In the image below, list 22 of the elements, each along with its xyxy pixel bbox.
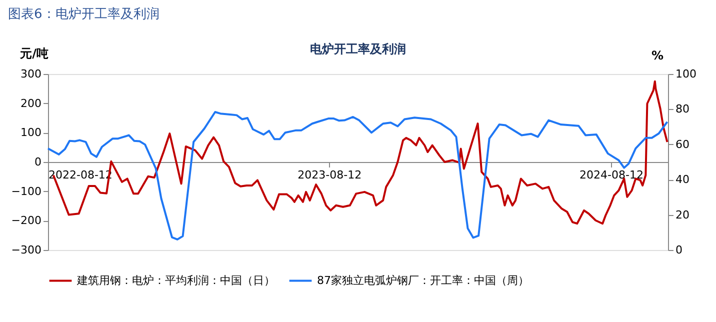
legend-label: 87家独立电弧炉钢厂：开工率：中国（周）: [317, 274, 529, 287]
x-tick-label: 2024-08-12: [580, 168, 644, 182]
y2-axis-title: %: [651, 48, 664, 62]
y2-tick-label: 20: [676, 208, 690, 222]
y-axis-title: 元/吨: [19, 46, 48, 60]
y2-tick-label: 60: [676, 138, 690, 151]
legend-label: 建筑用钢：电炉：平均利润：中国（日）: [76, 274, 275, 287]
y-tick-label: 300: [20, 68, 42, 80]
y-tick-label: 0: [34, 156, 42, 168]
y2-tick-label: 100: [676, 68, 696, 80]
chart-subtitle: 电炉开工率及利润: [310, 42, 406, 56]
y2-tick-label: 80: [676, 102, 690, 116]
y-tick-label: −300: [11, 244, 42, 256]
y-tick-label: −100: [11, 184, 42, 198]
x-tick-label: 2023-08-12: [298, 168, 362, 182]
y-tick-label: 200: [20, 96, 42, 110]
line-series: [47, 111, 668, 240]
y2-tick-label: 0: [676, 244, 682, 256]
chart-title: 图表6：电炉开工率及利润: [8, 6, 160, 22]
y2-tick-label: 40: [676, 173, 690, 186]
y-tick-label: 100: [20, 126, 42, 140]
y-tick-label: −200: [11, 214, 42, 228]
